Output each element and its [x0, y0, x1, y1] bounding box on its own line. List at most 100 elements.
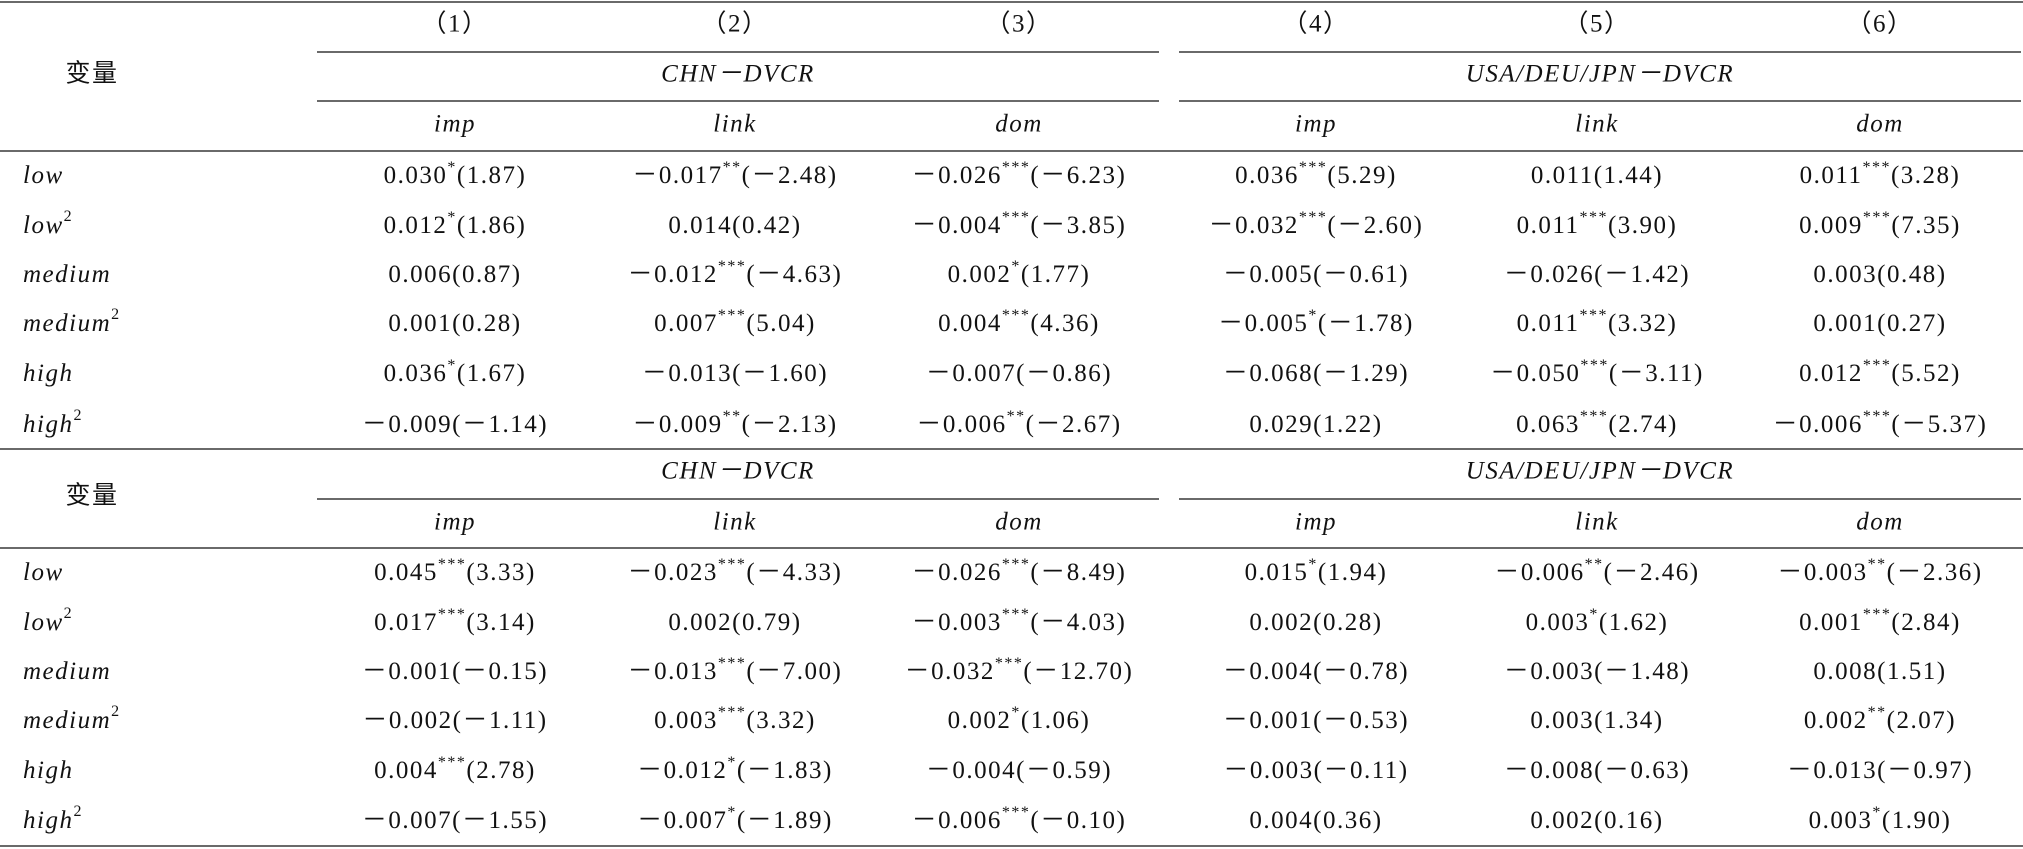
variable: high — [23, 411, 73, 438]
coefficient: －0.003 — [1504, 658, 1594, 685]
t-statistic: (－0.53) — [1313, 707, 1409, 734]
t-statistic: (－3.11) — [1609, 360, 1704, 387]
significance-stars: *** — [1002, 159, 1031, 176]
cell: 0.012*(1.86) — [384, 209, 527, 239]
t-statistic: (1.77) — [1021, 261, 1090, 288]
superscript: 2 — [64, 208, 74, 225]
cell: －0.002(－1.11) — [362, 707, 547, 734]
coefficient: 0.007 — [654, 310, 718, 337]
cell: －0.023***(－4.33) — [628, 556, 843, 586]
cell: －0.006***(－0.10) — [912, 804, 1127, 834]
sub-header: dom — [995, 509, 1043, 536]
column-number: （4） — [1282, 10, 1349, 38]
cell: －0.068(－1.29) — [1223, 360, 1409, 387]
coefficient: 0.002 — [948, 261, 1012, 288]
variable-name: low — [23, 162, 64, 189]
cell: －0.001(－0.15) — [362, 658, 548, 685]
coefficient: 0.004 — [1249, 807, 1313, 834]
sub-header: imp — [1295, 111, 1337, 138]
cell: －0.008(－0.63) — [1504, 757, 1690, 784]
coefficient: －0.006 — [916, 411, 1006, 438]
cell: 0.001(0.27) — [1813, 310, 1946, 337]
significance-stars: ** — [723, 159, 742, 176]
sub-header: dom — [1856, 509, 1904, 536]
coefficient: 0.002 — [1249, 609, 1313, 636]
t-statistic: (0.28) — [452, 310, 521, 337]
significance-stars: *** — [438, 556, 467, 573]
cell: －0.003***(－4.03) — [912, 606, 1127, 636]
cell: －0.013***(－7.00) — [628, 655, 843, 685]
coefficient: 0.017 — [374, 609, 438, 636]
cell: 0.003(1.34) — [1530, 707, 1663, 734]
cell: －0.012*(－1.83) — [637, 754, 833, 784]
t-statistic: (－8.49) — [1030, 559, 1126, 586]
cell: －0.017**(－2.48) — [632, 159, 837, 189]
t-statistic: (－4.03) — [1030, 609, 1126, 636]
coefficient: 0.011 — [1517, 310, 1580, 337]
significance-stars: *** — [1580, 408, 1609, 425]
coefficient: －0.005 — [1223, 261, 1313, 288]
t-statistic: (1.90) — [1882, 807, 1951, 834]
t-statistic: (－4.33) — [746, 559, 842, 586]
cell: －0.004(－0.78) — [1223, 658, 1409, 685]
group-header: CHN－DVCR — [661, 458, 815, 485]
cell: 0.001***(2.84) — [1799, 606, 1961, 636]
cell: －0.003**(－2.36) — [1777, 556, 1982, 586]
t-statistic: (－0.61) — [1313, 261, 1409, 288]
t-statistic: (1.51) — [1877, 658, 1946, 685]
cell: 0.004(0.36) — [1249, 807, 1382, 834]
cell: 0.009***(7.35) — [1799, 209, 1961, 239]
cell: －0.005(－0.61) — [1223, 261, 1409, 288]
significance-stars: * — [727, 804, 737, 821]
t-statistic: (－0.10) — [1030, 807, 1126, 834]
t-statistic: (0.42) — [732, 212, 801, 239]
significance-stars: *** — [438, 606, 467, 623]
sub-header: imp — [434, 111, 476, 138]
cell: －0.007(－1.55) — [362, 807, 548, 834]
coefficient: －0.003 — [1777, 559, 1867, 586]
t-statistic: (0.16) — [1594, 807, 1663, 834]
significance-stars: *** — [718, 704, 747, 721]
coefficient: 0.003 — [1526, 609, 1590, 636]
significance-stars: * — [1872, 804, 1882, 821]
superscript: 2 — [111, 703, 121, 720]
coefficient: 0.011 — [1517, 212, 1580, 239]
coefficient: 0.030 — [384, 162, 448, 189]
cell: －0.032***(－12.70) — [905, 655, 1134, 685]
t-statistic: (0.36) — [1313, 807, 1382, 834]
t-statistic: (3.33) — [466, 559, 535, 586]
cell: －0.001(－0.53) — [1223, 707, 1409, 734]
coefficient: －0.006 — [1773, 411, 1863, 438]
t-statistic: (2.78) — [466, 757, 535, 784]
t-statistic: (5.04) — [746, 310, 815, 337]
significance-stars: ** — [1868, 556, 1887, 573]
variable: low — [23, 212, 64, 239]
significance-stars: *** — [1002, 556, 1031, 573]
sub-header: dom — [1856, 111, 1904, 138]
t-statistic: (2.74) — [1608, 411, 1677, 438]
t-statistic: (5.52) — [1891, 360, 1960, 387]
t-statistic: (1.87) — [457, 162, 526, 189]
variable-name: low2 — [23, 208, 73, 239]
group-header: CHN－DVCR — [661, 61, 815, 88]
significance-stars: *** — [995, 655, 1024, 672]
coefficient: 0.036 — [384, 360, 448, 387]
variable-header: 变量 — [65, 482, 118, 510]
cell: 0.011(1.44) — [1531, 162, 1663, 189]
coefficient: －0.005 — [1218, 310, 1308, 337]
column-number: （2） — [701, 10, 768, 38]
coefficient: －0.006 — [912, 807, 1002, 834]
t-statistic: (－1.83) — [737, 757, 833, 784]
coefficient: －0.007 — [362, 807, 452, 834]
t-statistic: (－2.60) — [1327, 212, 1423, 239]
column-number: （3） — [985, 10, 1052, 38]
t-statistic: (－4.63) — [746, 261, 842, 288]
coefficient: －0.001 — [362, 658, 452, 685]
coefficient: －0.007 — [926, 360, 1016, 387]
t-statistic: (0.79) — [732, 609, 801, 636]
significance-stars: *** — [718, 258, 747, 275]
cell: 0.029(1.22) — [1249, 411, 1382, 438]
significance-stars: * — [727, 754, 737, 771]
t-statistic: (－2.36) — [1887, 559, 1983, 586]
